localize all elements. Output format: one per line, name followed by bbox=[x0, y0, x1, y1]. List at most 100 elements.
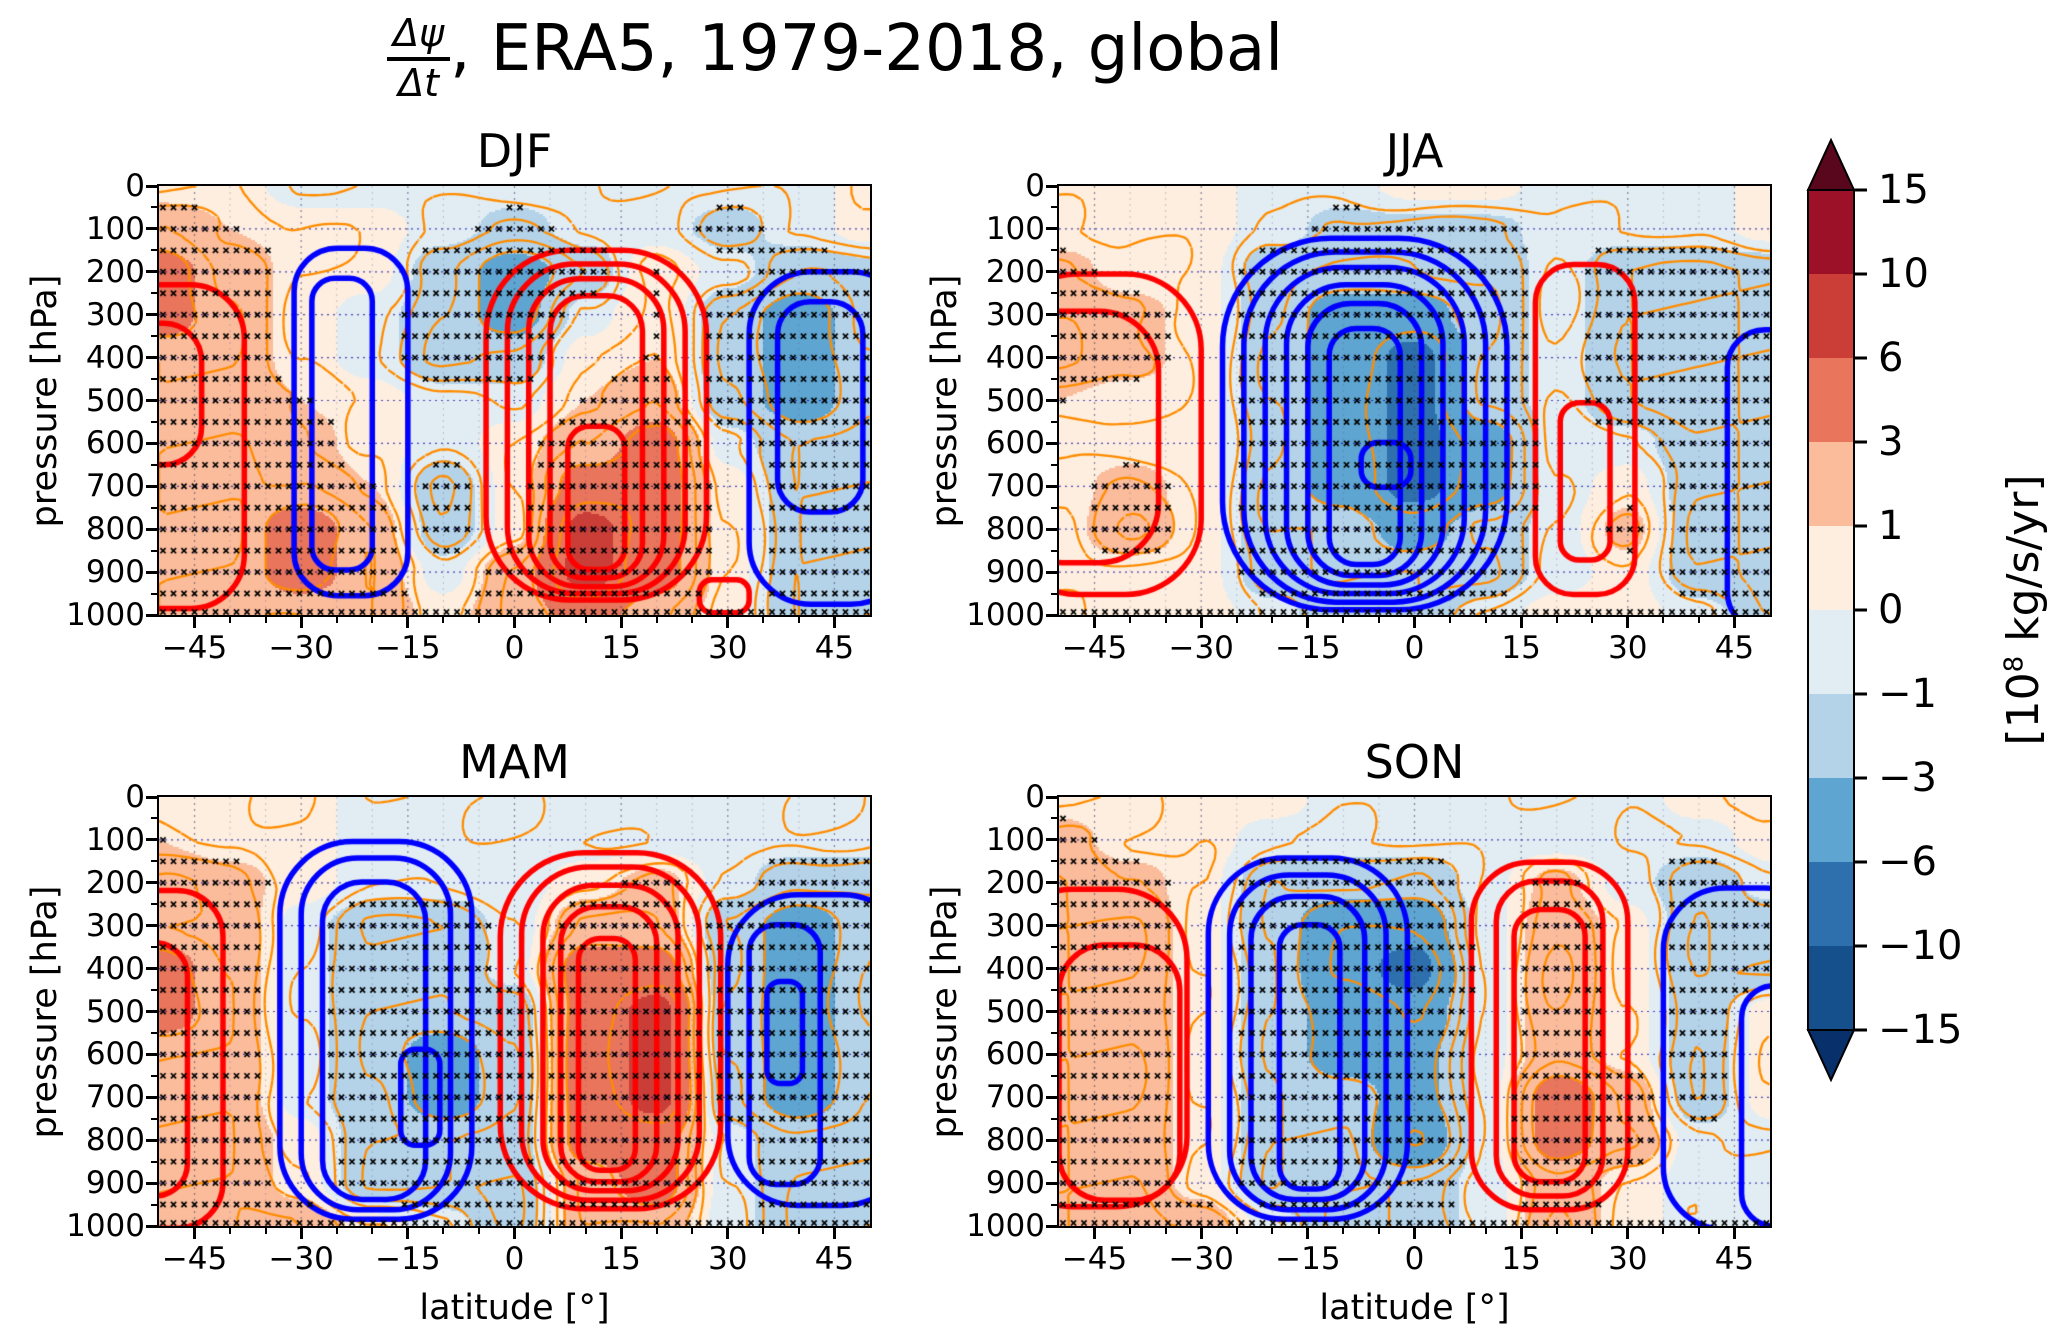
y-minor-tick bbox=[151, 592, 158, 595]
y-minor-tick bbox=[151, 378, 158, 381]
y-tick-label: 600 bbox=[985, 1036, 1045, 1073]
colorbar-band bbox=[1808, 358, 1854, 442]
y-tick-label: 0 bbox=[125, 779, 145, 815]
x-tick-label: −15 bbox=[375, 630, 441, 666]
colorbar-tick-label: −15 bbox=[1878, 1007, 1963, 1053]
x-minor-tick bbox=[1555, 1227, 1558, 1234]
x-tick-label: 45 bbox=[814, 1241, 855, 1277]
panel-title-djf: DJF bbox=[476, 124, 553, 178]
plot-area-jja bbox=[1057, 184, 1772, 617]
x-major-tick bbox=[832, 1227, 836, 1239]
y-minor-tick bbox=[1051, 817, 1058, 820]
y-minor-tick bbox=[1051, 378, 1058, 381]
colorbar-unit-label: [108 kg/s/yr] bbox=[1998, 350, 2050, 870]
y-major-tick bbox=[1046, 1052, 1058, 1056]
contour-plot-son bbox=[1059, 797, 1770, 1226]
colorbar-band bbox=[1808, 778, 1854, 862]
colorbar-band bbox=[1808, 694, 1854, 778]
y-tick-label: 800 bbox=[985, 1122, 1045, 1159]
x-minor-tick bbox=[371, 616, 374, 623]
y-tick-label: 800 bbox=[85, 511, 145, 548]
y-major-tick bbox=[146, 881, 158, 885]
y-minor-tick bbox=[1051, 463, 1058, 466]
x-tick-label: 30 bbox=[1608, 1241, 1648, 1277]
y-tick-label: 900 bbox=[985, 1165, 1045, 1202]
y-tick-label: 200 bbox=[85, 253, 145, 290]
y-minor-tick bbox=[1051, 206, 1058, 209]
y-major-tick bbox=[146, 227, 158, 231]
y-tick-label: 200 bbox=[985, 253, 1045, 290]
x-tick-label: −30 bbox=[1168, 630, 1234, 666]
contour-plot-jja bbox=[1059, 186, 1770, 615]
plot-area-djf bbox=[157, 184, 872, 617]
y-minor-tick bbox=[1051, 335, 1058, 338]
colorbar-arrow-top bbox=[1806, 137, 1856, 191]
x-minor-tick bbox=[442, 1227, 445, 1234]
x-minor-tick bbox=[655, 1227, 658, 1234]
colorbar-tick-label: 10 bbox=[1878, 251, 1929, 297]
colorbar-band bbox=[1808, 610, 1854, 694]
colorbar-tick-label: −10 bbox=[1878, 923, 1963, 969]
y-major-tick bbox=[146, 1095, 158, 1099]
y-minor-tick bbox=[151, 1203, 158, 1206]
y-major-tick bbox=[146, 838, 158, 842]
x-minor-tick bbox=[442, 616, 445, 623]
y-major-tick bbox=[1046, 613, 1058, 617]
title-fraction-denominator: Δt bbox=[398, 61, 439, 105]
x-minor-tick bbox=[1129, 1227, 1132, 1234]
y-major-tick bbox=[1046, 1138, 1058, 1142]
x-minor-tick bbox=[1555, 616, 1558, 623]
y-major-tick bbox=[1046, 881, 1058, 885]
colorbar-arrow-bottom bbox=[1806, 1029, 1856, 1083]
y-tick-label: 100 bbox=[985, 210, 1045, 247]
x-minor-tick bbox=[264, 616, 267, 623]
x-minor-tick bbox=[1662, 616, 1665, 623]
x-major-tick bbox=[1413, 1227, 1416, 1239]
y-tick-label: 1000 bbox=[66, 1208, 145, 1244]
colorbar-band bbox=[1808, 190, 1854, 274]
colorbar-tick-label: 6 bbox=[1878, 335, 1904, 381]
x-major-tick bbox=[299, 616, 303, 628]
x-tick-label: 45 bbox=[1714, 1241, 1755, 1277]
y-minor-tick bbox=[1051, 946, 1058, 949]
y-major-tick bbox=[1046, 399, 1058, 402]
x-minor-tick bbox=[691, 1227, 694, 1234]
y-tick-label: 800 bbox=[85, 1122, 145, 1159]
x-minor-tick bbox=[1377, 616, 1380, 623]
y-tick-label: 600 bbox=[985, 425, 1045, 462]
y-tick-label: 300 bbox=[985, 296, 1045, 333]
colorbar-unit-exponent: 8 bbox=[1999, 655, 2030, 673]
y-tick-label: 900 bbox=[85, 554, 145, 591]
colorbar-band bbox=[1808, 526, 1854, 610]
x-major-tick bbox=[1093, 1227, 1097, 1239]
x-tick-label: −30 bbox=[1168, 1241, 1234, 1277]
y-major-tick bbox=[1046, 1224, 1058, 1228]
y-tick-label: 300 bbox=[85, 907, 145, 944]
y-tick-label: 400 bbox=[985, 339, 1045, 376]
y-tick-label: 700 bbox=[85, 1079, 145, 1116]
x-minor-tick bbox=[1662, 1227, 1665, 1234]
x-major-tick bbox=[406, 616, 410, 628]
y-major-tick bbox=[146, 967, 158, 971]
y-major-tick bbox=[1046, 527, 1058, 531]
y-major-tick bbox=[1046, 356, 1058, 360]
x-minor-tick bbox=[371, 1227, 374, 1234]
x-tick-label: −15 bbox=[1275, 1241, 1341, 1277]
colorbar-tick-label: 3 bbox=[1878, 419, 1904, 465]
x-minor-tick bbox=[1484, 616, 1487, 623]
colorbar bbox=[1806, 137, 1867, 1083]
y-tick-label: 400 bbox=[85, 339, 145, 376]
contour-plot-mam bbox=[159, 797, 870, 1226]
y-major-tick bbox=[1046, 184, 1058, 188]
x-axis-label-son: latitude [°] bbox=[1319, 1288, 1510, 1328]
y-major-tick bbox=[1046, 838, 1058, 842]
x-major-tick bbox=[1199, 616, 1203, 628]
y-tick-label: 700 bbox=[985, 1079, 1045, 1116]
x-major-tick bbox=[832, 616, 836, 628]
colorbar-tick-label: 1 bbox=[1878, 503, 1904, 549]
x-major-tick bbox=[1732, 616, 1736, 628]
x-tick-label: 0 bbox=[504, 630, 525, 666]
panel-title-jja: JJA bbox=[1385, 124, 1444, 178]
y-minor-tick bbox=[151, 946, 158, 949]
x-minor-tick bbox=[335, 1227, 338, 1234]
